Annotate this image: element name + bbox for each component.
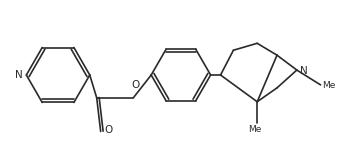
Text: Me: Me bbox=[249, 124, 262, 134]
Text: O: O bbox=[131, 80, 140, 90]
Text: O: O bbox=[105, 126, 113, 135]
Text: N: N bbox=[15, 70, 22, 80]
Text: N: N bbox=[300, 66, 308, 76]
Text: Me: Me bbox=[322, 81, 336, 90]
